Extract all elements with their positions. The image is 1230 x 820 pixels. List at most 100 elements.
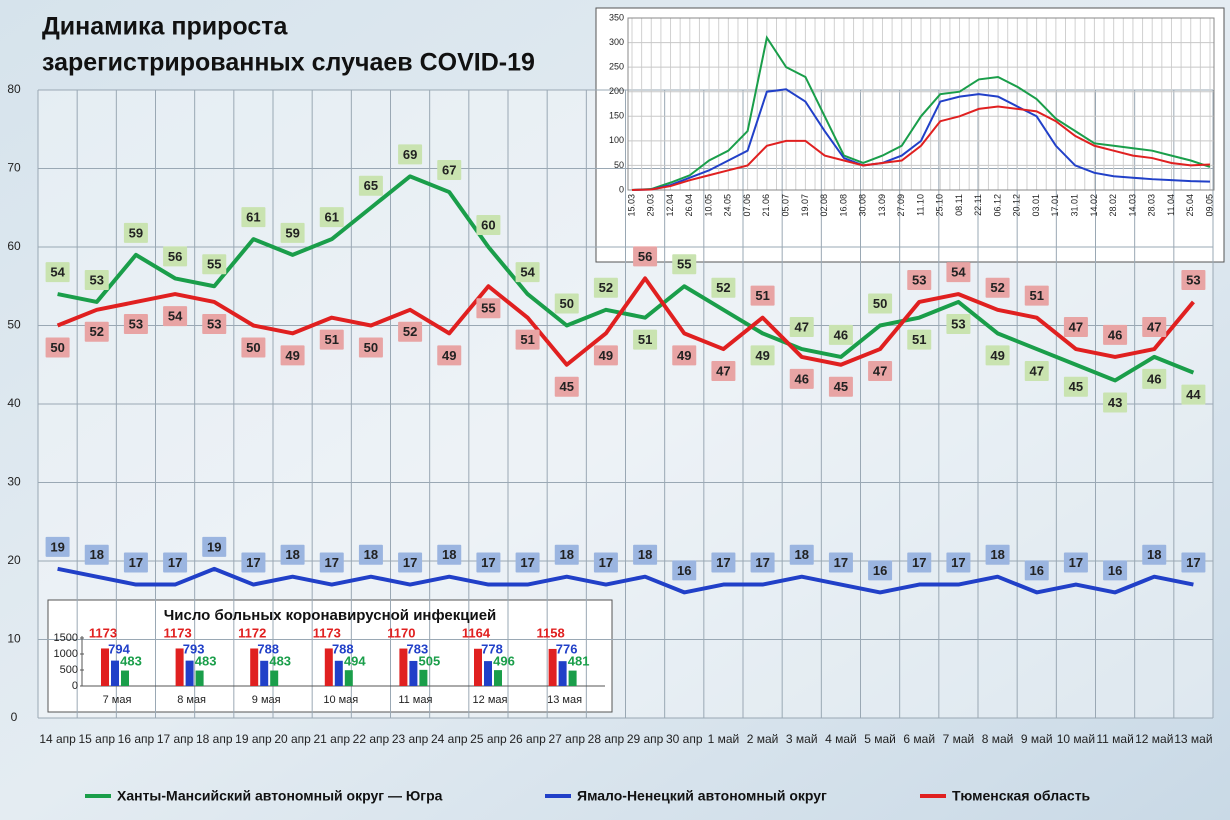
- x-tick-label: 26 апр: [509, 732, 546, 746]
- inset-bar-x-tick-label: 8 мая: [177, 694, 206, 706]
- data-label-box: [45, 337, 70, 358]
- bar-label: 794: [108, 641, 130, 656]
- data-label: 46: [1108, 327, 1122, 342]
- inset-x-tick-label: 30.08: [858, 194, 868, 217]
- data-label: 45: [1069, 379, 1083, 394]
- y-tick-label: 0: [11, 710, 18, 724]
- inset-x-tick-label: 20.12: [1012, 194, 1022, 217]
- data-label: 50: [873, 296, 887, 311]
- inset-y-tick-label: 50: [614, 160, 624, 170]
- data-label: 18: [1147, 547, 1161, 562]
- data-label-box: [280, 544, 305, 565]
- data-label: 17: [246, 555, 260, 570]
- data-label: 18: [442, 547, 456, 562]
- x-tick-label: 14 апр: [39, 732, 76, 746]
- bar-label: 496: [493, 653, 515, 668]
- y-tick-label: 80: [7, 82, 21, 96]
- x-tick-label: 5 май: [864, 732, 896, 746]
- data-label: 55: [677, 257, 691, 272]
- inset-x-tick-label: 14.02: [1089, 194, 1099, 217]
- inset-x-tick-label: 27.09: [896, 194, 906, 217]
- bar-label: 778: [481, 641, 503, 656]
- inset-x-tick-label: 16.08: [838, 194, 848, 217]
- data-label-box: [633, 544, 658, 565]
- inset-x-tick-label: 24.05: [723, 194, 733, 217]
- data-label-box: [358, 337, 383, 358]
- data-label-box: [84, 269, 109, 290]
- x-tick-label: 1 май: [708, 732, 740, 746]
- series-line: [56, 276, 1195, 367]
- inset-bar-y-tick-label: 500: [60, 664, 78, 676]
- data-label: 50: [50, 340, 64, 355]
- data-label-box: [163, 306, 188, 327]
- data-label-box: [789, 368, 814, 389]
- data-label-box: [985, 544, 1010, 565]
- data-label: 50: [364, 340, 378, 355]
- data-label-box: [907, 329, 932, 350]
- y-tick-label: 70: [7, 161, 21, 175]
- data-label-box: [672, 560, 697, 581]
- data-label: 17: [403, 555, 417, 570]
- data-label: 47: [1069, 319, 1083, 334]
- x-tick-label: 21 апр: [313, 732, 350, 746]
- data-label-box: [1103, 560, 1128, 581]
- data-label: 55: [481, 301, 495, 316]
- data-label: 51: [520, 332, 534, 347]
- x-tick-label: 25 апр: [470, 732, 507, 746]
- data-label-box: [319, 207, 344, 228]
- data-label: 49: [442, 348, 456, 363]
- inset-y-tick-label: 100: [609, 135, 624, 145]
- inset-bar-y-tick-label: 1000: [54, 648, 78, 660]
- data-label-box: [554, 544, 579, 565]
- data-label-box: [1103, 392, 1128, 413]
- data-label: 61: [325, 210, 339, 225]
- data-label: 49: [990, 348, 1004, 363]
- data-label-box: [84, 321, 109, 342]
- inset-bar-y-tick-label: 0: [72, 680, 78, 692]
- bar: [484, 661, 492, 686]
- data-label: 45: [560, 379, 574, 394]
- data-label-box: [1024, 285, 1049, 306]
- bar-label: 776: [556, 641, 578, 656]
- x-tick-label: 3 май: [786, 732, 818, 746]
- data-label-box: [1063, 376, 1088, 397]
- data-label-box: [398, 321, 423, 342]
- inset-series-line: [631, 88, 1211, 191]
- inset-y-tick-label: 250: [609, 62, 624, 72]
- data-label: 52: [90, 324, 104, 339]
- data-label-box: [202, 536, 227, 557]
- data-label-box: [868, 293, 893, 314]
- inset-y-tick-label: 300: [609, 37, 624, 47]
- bar: [121, 670, 129, 686]
- data-label: 45: [834, 379, 848, 394]
- x-tick-label: 23 апр: [392, 732, 429, 746]
- data-label-box: [711, 361, 736, 382]
- data-label: 19: [50, 539, 64, 554]
- x-tick-label: 13 май: [1174, 732, 1212, 746]
- inset-series-line: [631, 35, 1211, 191]
- data-label-box: [1024, 361, 1049, 382]
- data-label-box: [398, 552, 423, 573]
- data-label: 47: [716, 363, 730, 378]
- y-tick-label: 50: [7, 318, 21, 332]
- data-label-box: [946, 262, 971, 283]
- data-label-box: [319, 552, 344, 573]
- data-label: 17: [716, 555, 730, 570]
- data-label: 51: [638, 332, 652, 347]
- data-label-box: [437, 345, 462, 366]
- data-label-box: [241, 337, 266, 358]
- data-label: 18: [638, 547, 652, 562]
- data-label: 56: [638, 249, 652, 264]
- inset-bar-x-tick-label: 11 мая: [398, 694, 432, 706]
- data-label-box: [515, 552, 540, 573]
- inset-x-tick-label: 08.11: [954, 194, 964, 216]
- bar-label: 483: [195, 653, 217, 668]
- inset-x-tick-label: 19.07: [800, 194, 810, 217]
- data-label-box: [946, 552, 971, 573]
- data-label-box: [1063, 317, 1088, 338]
- data-label-box: [398, 144, 423, 165]
- series-line: [57, 174, 1195, 383]
- series-line: [57, 566, 1194, 595]
- data-label-box: [241, 207, 266, 228]
- data-label: 46: [1147, 371, 1161, 386]
